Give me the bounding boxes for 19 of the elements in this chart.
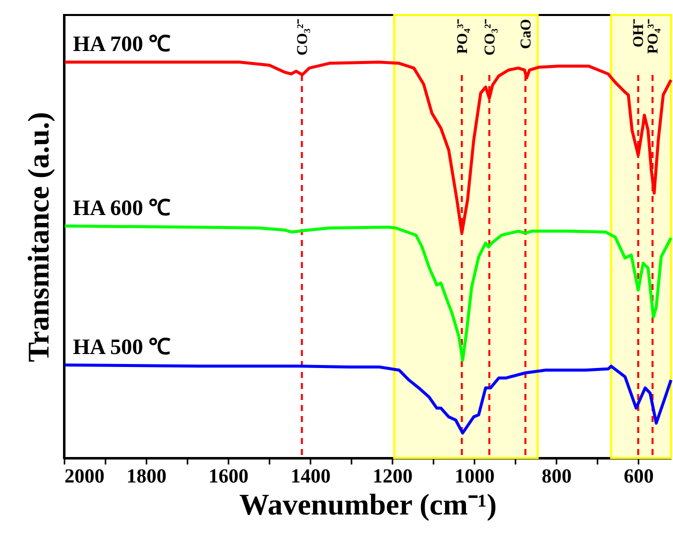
x-tick-label: 1600	[208, 466, 249, 488]
series-label: HA 500 ℃	[72, 334, 171, 359]
x-tick-label: 800	[542, 466, 572, 488]
x-tick-label: 1800	[126, 466, 167, 488]
series-label: HA 600 ℃	[72, 195, 171, 220]
ref-line-label: CaO	[518, 19, 534, 49]
y-axis-title: Transmitance (a.u.)	[22, 112, 56, 362]
ref-line-label: OH⁻	[631, 19, 648, 48]
x-tick-label: 2000	[64, 466, 104, 488]
x-axis-title: Wavenumber (cm⁻¹)	[239, 488, 497, 522]
ref-line-label: PO₄³⁻	[454, 19, 471, 54]
x-tick-label: 1400	[290, 466, 331, 488]
x-tick-label: 1000	[454, 466, 495, 488]
ref-line-label: PO₄³⁻	[646, 19, 662, 54]
x-tick-label: 1200	[372, 466, 413, 488]
ref-line-label: CO₃²⁻	[294, 19, 311, 56]
x-tick-label: 600	[624, 466, 654, 488]
ref-line-label: CO₃²⁻	[482, 19, 498, 56]
series-label: HA 700 ℃	[72, 31, 171, 56]
